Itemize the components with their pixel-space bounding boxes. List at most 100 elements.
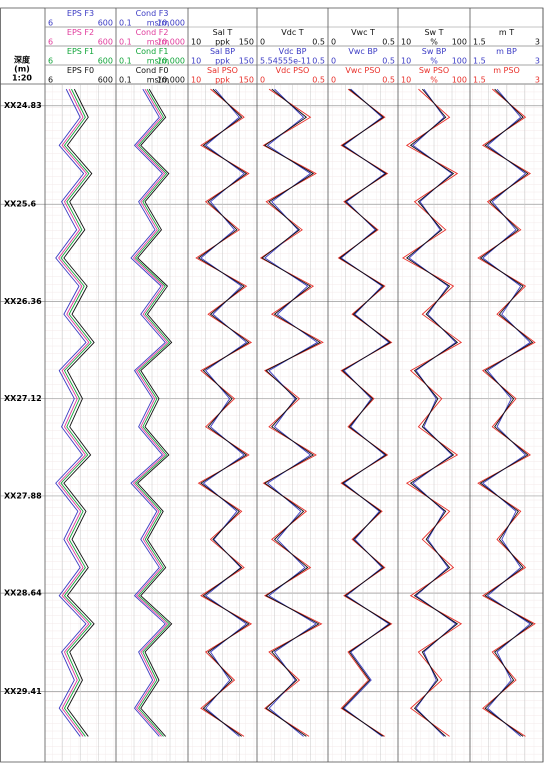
scale-unit: ppk bbox=[215, 75, 230, 84]
curve bbox=[55, 88, 87, 737]
scale-max: 150 bbox=[239, 56, 254, 65]
scale-min: 1.5 bbox=[473, 37, 486, 46]
scale-max: 100 bbox=[452, 75, 467, 84]
scale-max: 600 bbox=[98, 75, 113, 84]
scale-min: 10 bbox=[401, 37, 411, 46]
legend-entry: EPS F2 bbox=[67, 28, 94, 37]
scale-max: 150 bbox=[239, 37, 254, 46]
legend-entry: Vwc PSO bbox=[345, 66, 380, 75]
scale-min: 0 bbox=[331, 37, 336, 46]
scale-max: 0.5 bbox=[382, 56, 395, 65]
curve bbox=[130, 88, 166, 737]
scale-min: 10 bbox=[401, 56, 411, 65]
scale-unit: ppk bbox=[215, 56, 230, 65]
curve bbox=[63, 88, 95, 737]
depth-label: XX29.41 bbox=[4, 687, 42, 696]
scale-unit: % bbox=[430, 37, 438, 46]
scale-max: 3 bbox=[535, 75, 540, 84]
legend-entry: Sal PSO bbox=[207, 66, 238, 75]
scale-min: 0 bbox=[260, 37, 265, 46]
scale-min: 0 bbox=[331, 56, 336, 65]
legend-entry: Sal T bbox=[213, 28, 233, 37]
scale-max: 0.5 bbox=[312, 75, 325, 84]
scale-max: 10,000 bbox=[157, 75, 185, 84]
scale-max: 0.5 bbox=[312, 56, 325, 65]
curve bbox=[197, 88, 250, 737]
legend-entry: Vwc BP bbox=[348, 47, 377, 56]
scale-min: 10 bbox=[191, 37, 201, 46]
scale-min: 0 bbox=[260, 75, 265, 84]
curve bbox=[264, 88, 319, 737]
legend-entry: Sw T bbox=[424, 28, 443, 37]
curve bbox=[132, 88, 169, 737]
curve bbox=[134, 88, 171, 737]
curve bbox=[137, 88, 173, 737]
legend-entry: Cond F1 bbox=[136, 47, 169, 56]
depth-label: XX24.83 bbox=[4, 101, 42, 110]
scale-max: 10,000 bbox=[157, 37, 185, 46]
scale-max: 3 bbox=[535, 56, 540, 65]
scale-min: 6 bbox=[48, 37, 53, 46]
curve bbox=[339, 88, 392, 737]
scale-min: 0.1 bbox=[119, 56, 132, 65]
legend-entry: m PSO bbox=[493, 66, 520, 75]
scale-min: 6 bbox=[48, 56, 53, 65]
scale-unit: ms/m bbox=[147, 37, 170, 46]
legend-entry: Cond F0 bbox=[136, 66, 169, 75]
legend-entry: m BP bbox=[496, 47, 517, 56]
depth-title: 深度 bbox=[14, 55, 31, 65]
scale-min: 0.1 bbox=[119, 18, 132, 27]
legend-entry: EPS F3 bbox=[67, 9, 94, 18]
scale-unit: ms/m bbox=[147, 18, 170, 27]
scale-unit: % bbox=[430, 56, 438, 65]
scale-min: 0.1 bbox=[119, 37, 132, 46]
scale-min: 5.54555e-11 bbox=[260, 56, 311, 65]
curve bbox=[60, 88, 92, 737]
legend-entry: Vdc T bbox=[281, 28, 303, 37]
scale-min: 6 bbox=[48, 18, 53, 27]
scale-max: 600 bbox=[98, 18, 113, 27]
scale-max: 150 bbox=[239, 75, 254, 84]
depth-label: XX27.12 bbox=[4, 394, 42, 403]
depth-label: XX26.36 bbox=[4, 297, 42, 306]
legend-entry: Sw BP bbox=[422, 47, 447, 56]
scale-max: 600 bbox=[98, 56, 113, 65]
scale-min: 10 bbox=[191, 75, 201, 84]
legend-entry: Cond F3 bbox=[136, 9, 169, 18]
scale-unit: ms/m bbox=[147, 75, 170, 84]
scale-max: 0.5 bbox=[382, 37, 395, 46]
depth-label: XX27.88 bbox=[4, 491, 42, 500]
curve bbox=[479, 88, 534, 737]
scale-min: 6 bbox=[48, 75, 53, 84]
curve bbox=[58, 88, 90, 737]
scale-max: 600 bbox=[98, 37, 113, 46]
legend-entry: Sw PSO bbox=[419, 66, 449, 75]
depth-scale: 1:20 bbox=[12, 74, 32, 83]
legend-entry: EPS F0 bbox=[67, 66, 94, 75]
depth-label: XX28.64 bbox=[4, 589, 42, 598]
scale-max: 10,000 bbox=[157, 56, 185, 65]
legend-entry: m T bbox=[499, 28, 514, 37]
legend-entry: Vdc BP bbox=[279, 47, 307, 56]
legend-entry: Vwc T bbox=[351, 28, 375, 37]
legend-entry: Sal BP bbox=[210, 47, 235, 56]
scale-min: 0.1 bbox=[119, 75, 132, 84]
scale-max: 100 bbox=[452, 56, 467, 65]
scale-max: 0.5 bbox=[312, 37, 325, 46]
scale-min: 10 bbox=[401, 75, 411, 84]
legend-entry: Cond F2 bbox=[136, 28, 169, 37]
scale-min: 1.5 bbox=[473, 75, 486, 84]
scale-max: 10,000 bbox=[157, 18, 185, 27]
scale-max: 100 bbox=[452, 37, 467, 46]
minor-grid bbox=[45, 84, 543, 762]
scale-max: 3 bbox=[535, 37, 540, 46]
curve bbox=[261, 88, 322, 737]
depth-label: XX25.6 bbox=[4, 200, 37, 209]
scale-min: 1.5 bbox=[473, 56, 486, 65]
scale-unit: % bbox=[430, 75, 438, 84]
scale-min: 10 bbox=[191, 56, 201, 65]
scale-unit: ms/m bbox=[147, 56, 170, 65]
scale-max: 0.5 bbox=[382, 75, 395, 84]
